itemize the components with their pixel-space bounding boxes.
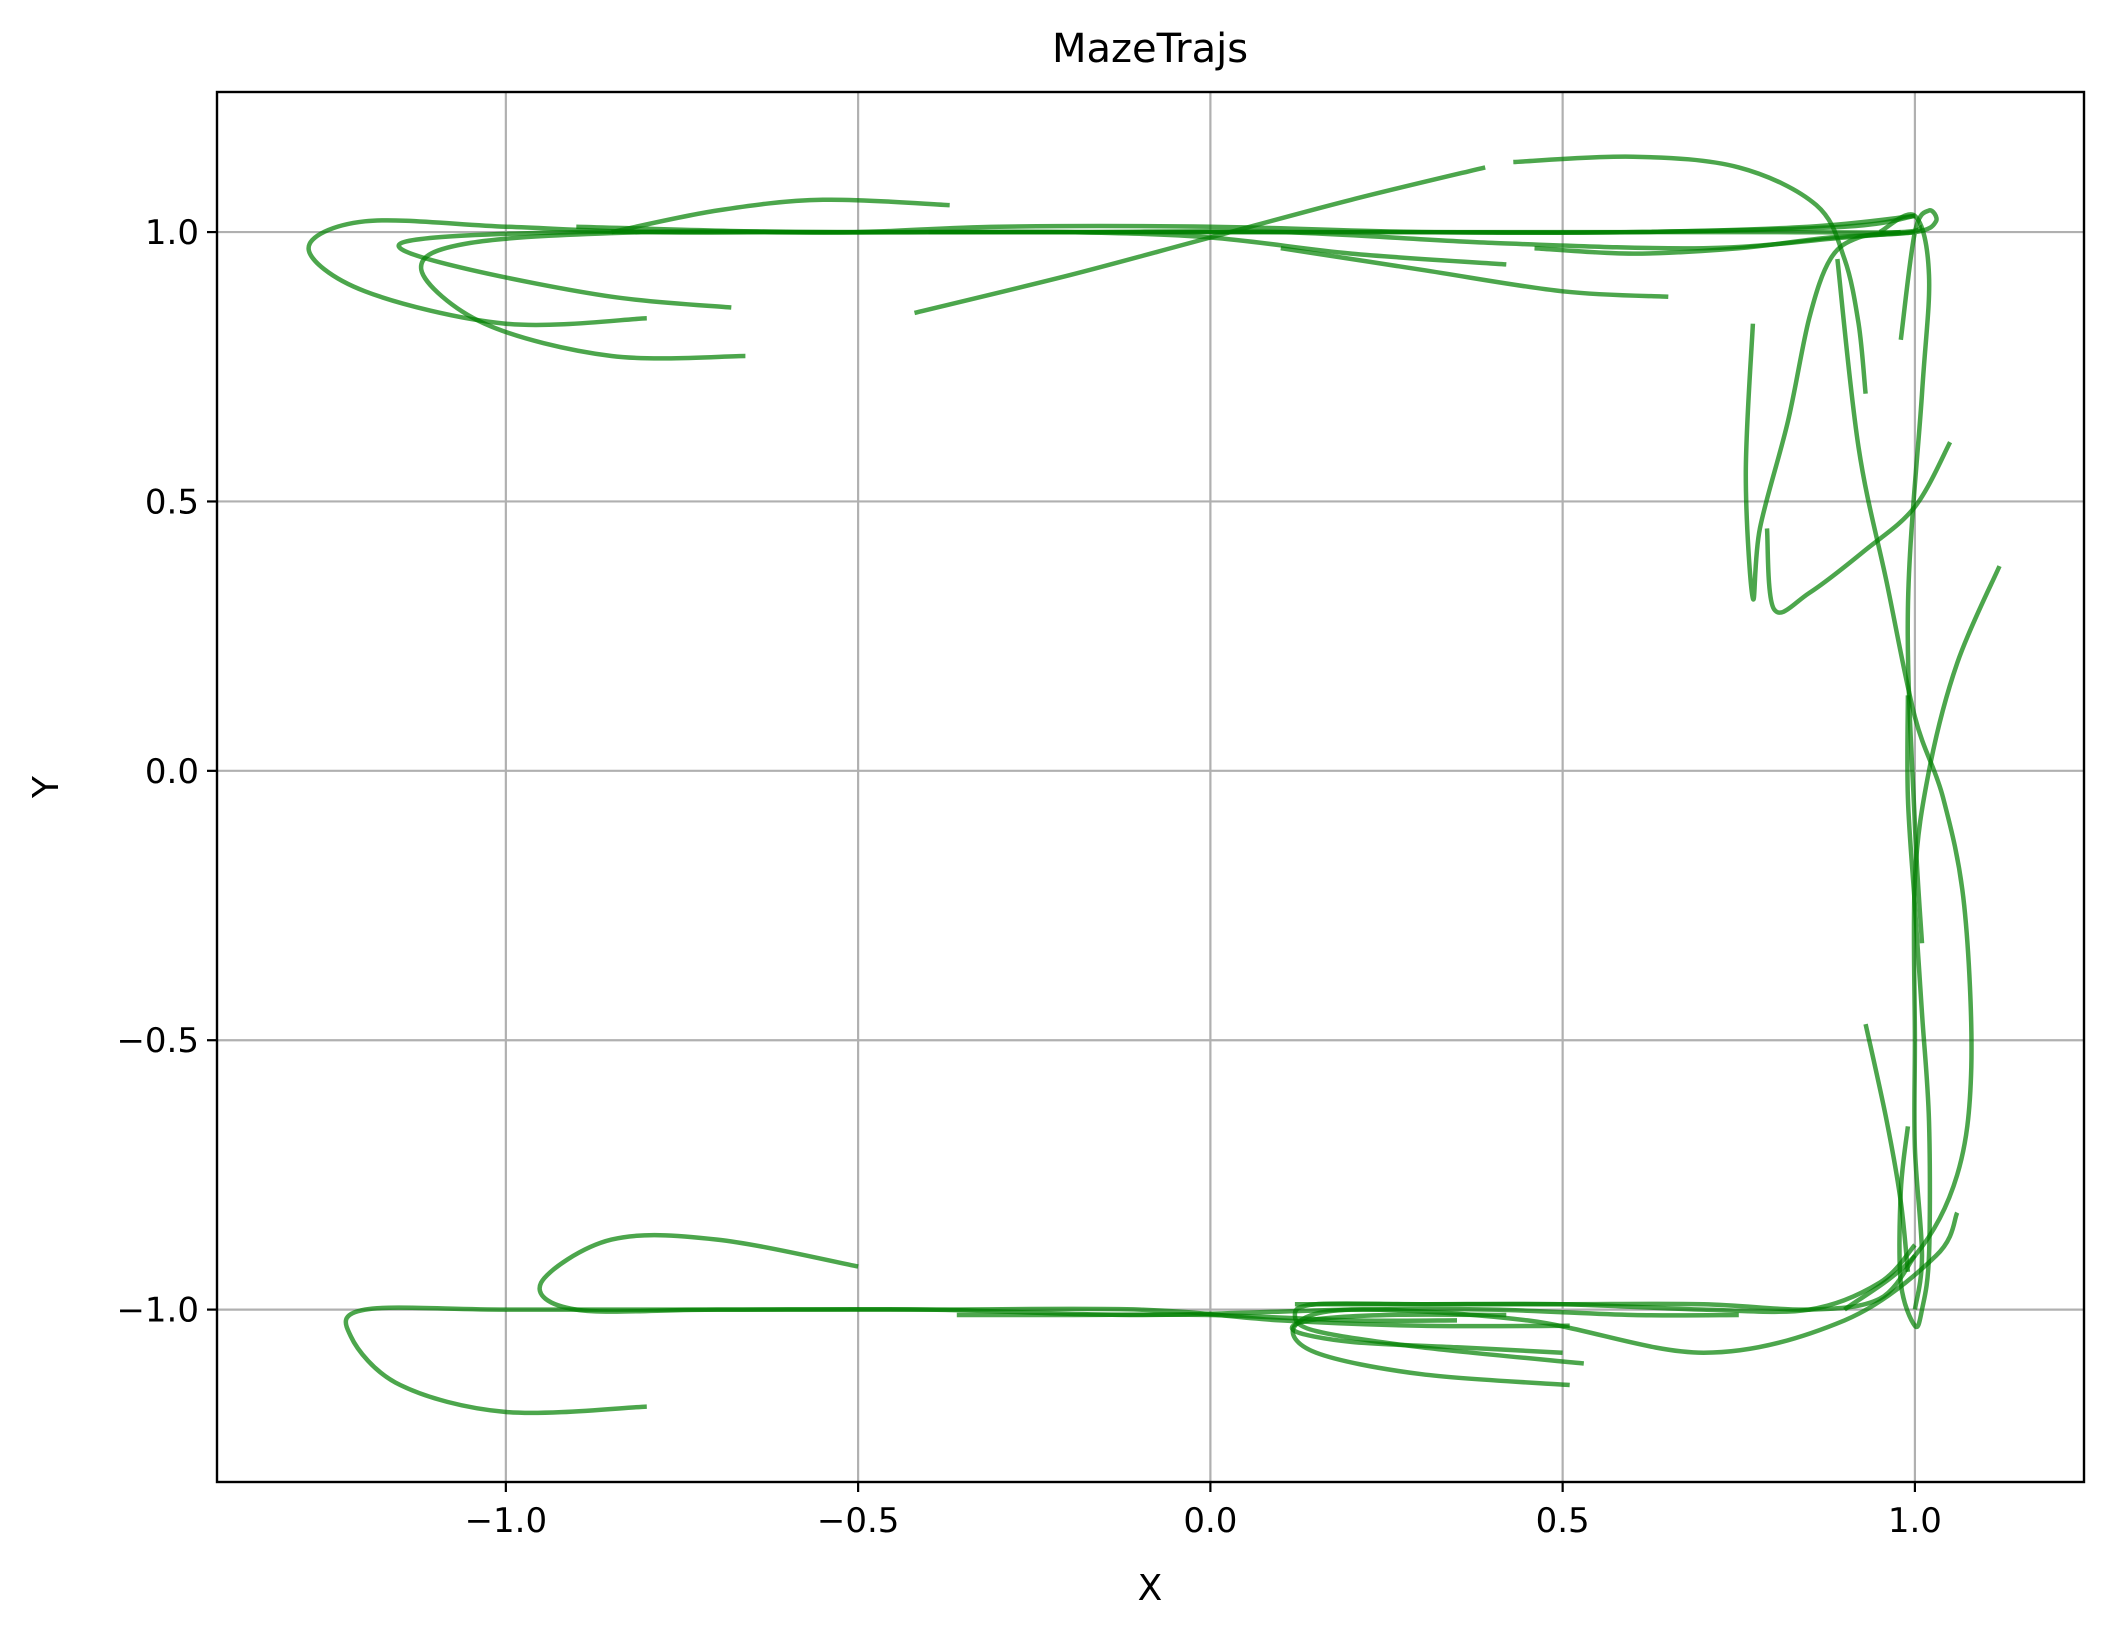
trajectory-line (1863, 1023, 1911, 1273)
y-axis-label: Y (26, 775, 67, 799)
x-tick-label: 1.0 (1888, 1501, 1942, 1541)
trajectory-line (1513, 154, 1868, 394)
y-axis-ticks: −1.0 −0.5 0.0 0.5 1.0 (116, 213, 217, 1331)
trajectory-line (1280, 245, 1669, 299)
x-axis-ticks: −1.0 −0.5 0.0 0.5 1.0 (465, 1482, 1942, 1541)
y-tick-label: 0.0 (145, 752, 199, 792)
x-tick-label: −1.0 (465, 1501, 548, 1541)
y-tick-label: 0.5 (145, 482, 199, 522)
trajectory-line (418, 229, 1916, 361)
trajectory-line (611, 197, 950, 235)
trajectory-line (1289, 1312, 1563, 1355)
trajectory-line (1911, 565, 2002, 1310)
trajectory-line (1878, 212, 1932, 944)
trajectory-line (1764, 441, 1953, 615)
trajectory-line (1534, 208, 1939, 341)
y-tick-label: −1.0 (116, 1291, 199, 1331)
x-tick-label: 0.0 (1183, 1501, 1237, 1541)
chart-title: MazeTrajs (1052, 26, 1248, 72)
trajectory-line (1743, 229, 1902, 602)
y-tick-label: 1.0 (145, 213, 199, 253)
trajectory-line (1835, 258, 1974, 1312)
y-tick-label: −0.5 (116, 1021, 199, 1061)
plot-frame (215, 90, 2086, 1484)
x-tick-label: 0.5 (1536, 1501, 1590, 1541)
trajectory-line (1292, 1254, 1917, 1366)
trajectories (306, 154, 2002, 1416)
trajectory-line (537, 1232, 1570, 1329)
x-axis-label: X (1138, 1568, 1163, 1609)
trajectory-line (956, 1312, 1458, 1324)
x-tick-label: −0.5 (817, 1501, 900, 1541)
